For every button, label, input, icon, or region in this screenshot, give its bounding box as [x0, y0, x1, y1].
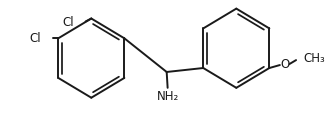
Text: Cl: Cl — [63, 16, 74, 29]
Text: NH₂: NH₂ — [156, 90, 179, 103]
Text: Cl: Cl — [30, 32, 41, 45]
Text: O: O — [280, 58, 289, 71]
Text: CH₃: CH₃ — [304, 52, 325, 65]
